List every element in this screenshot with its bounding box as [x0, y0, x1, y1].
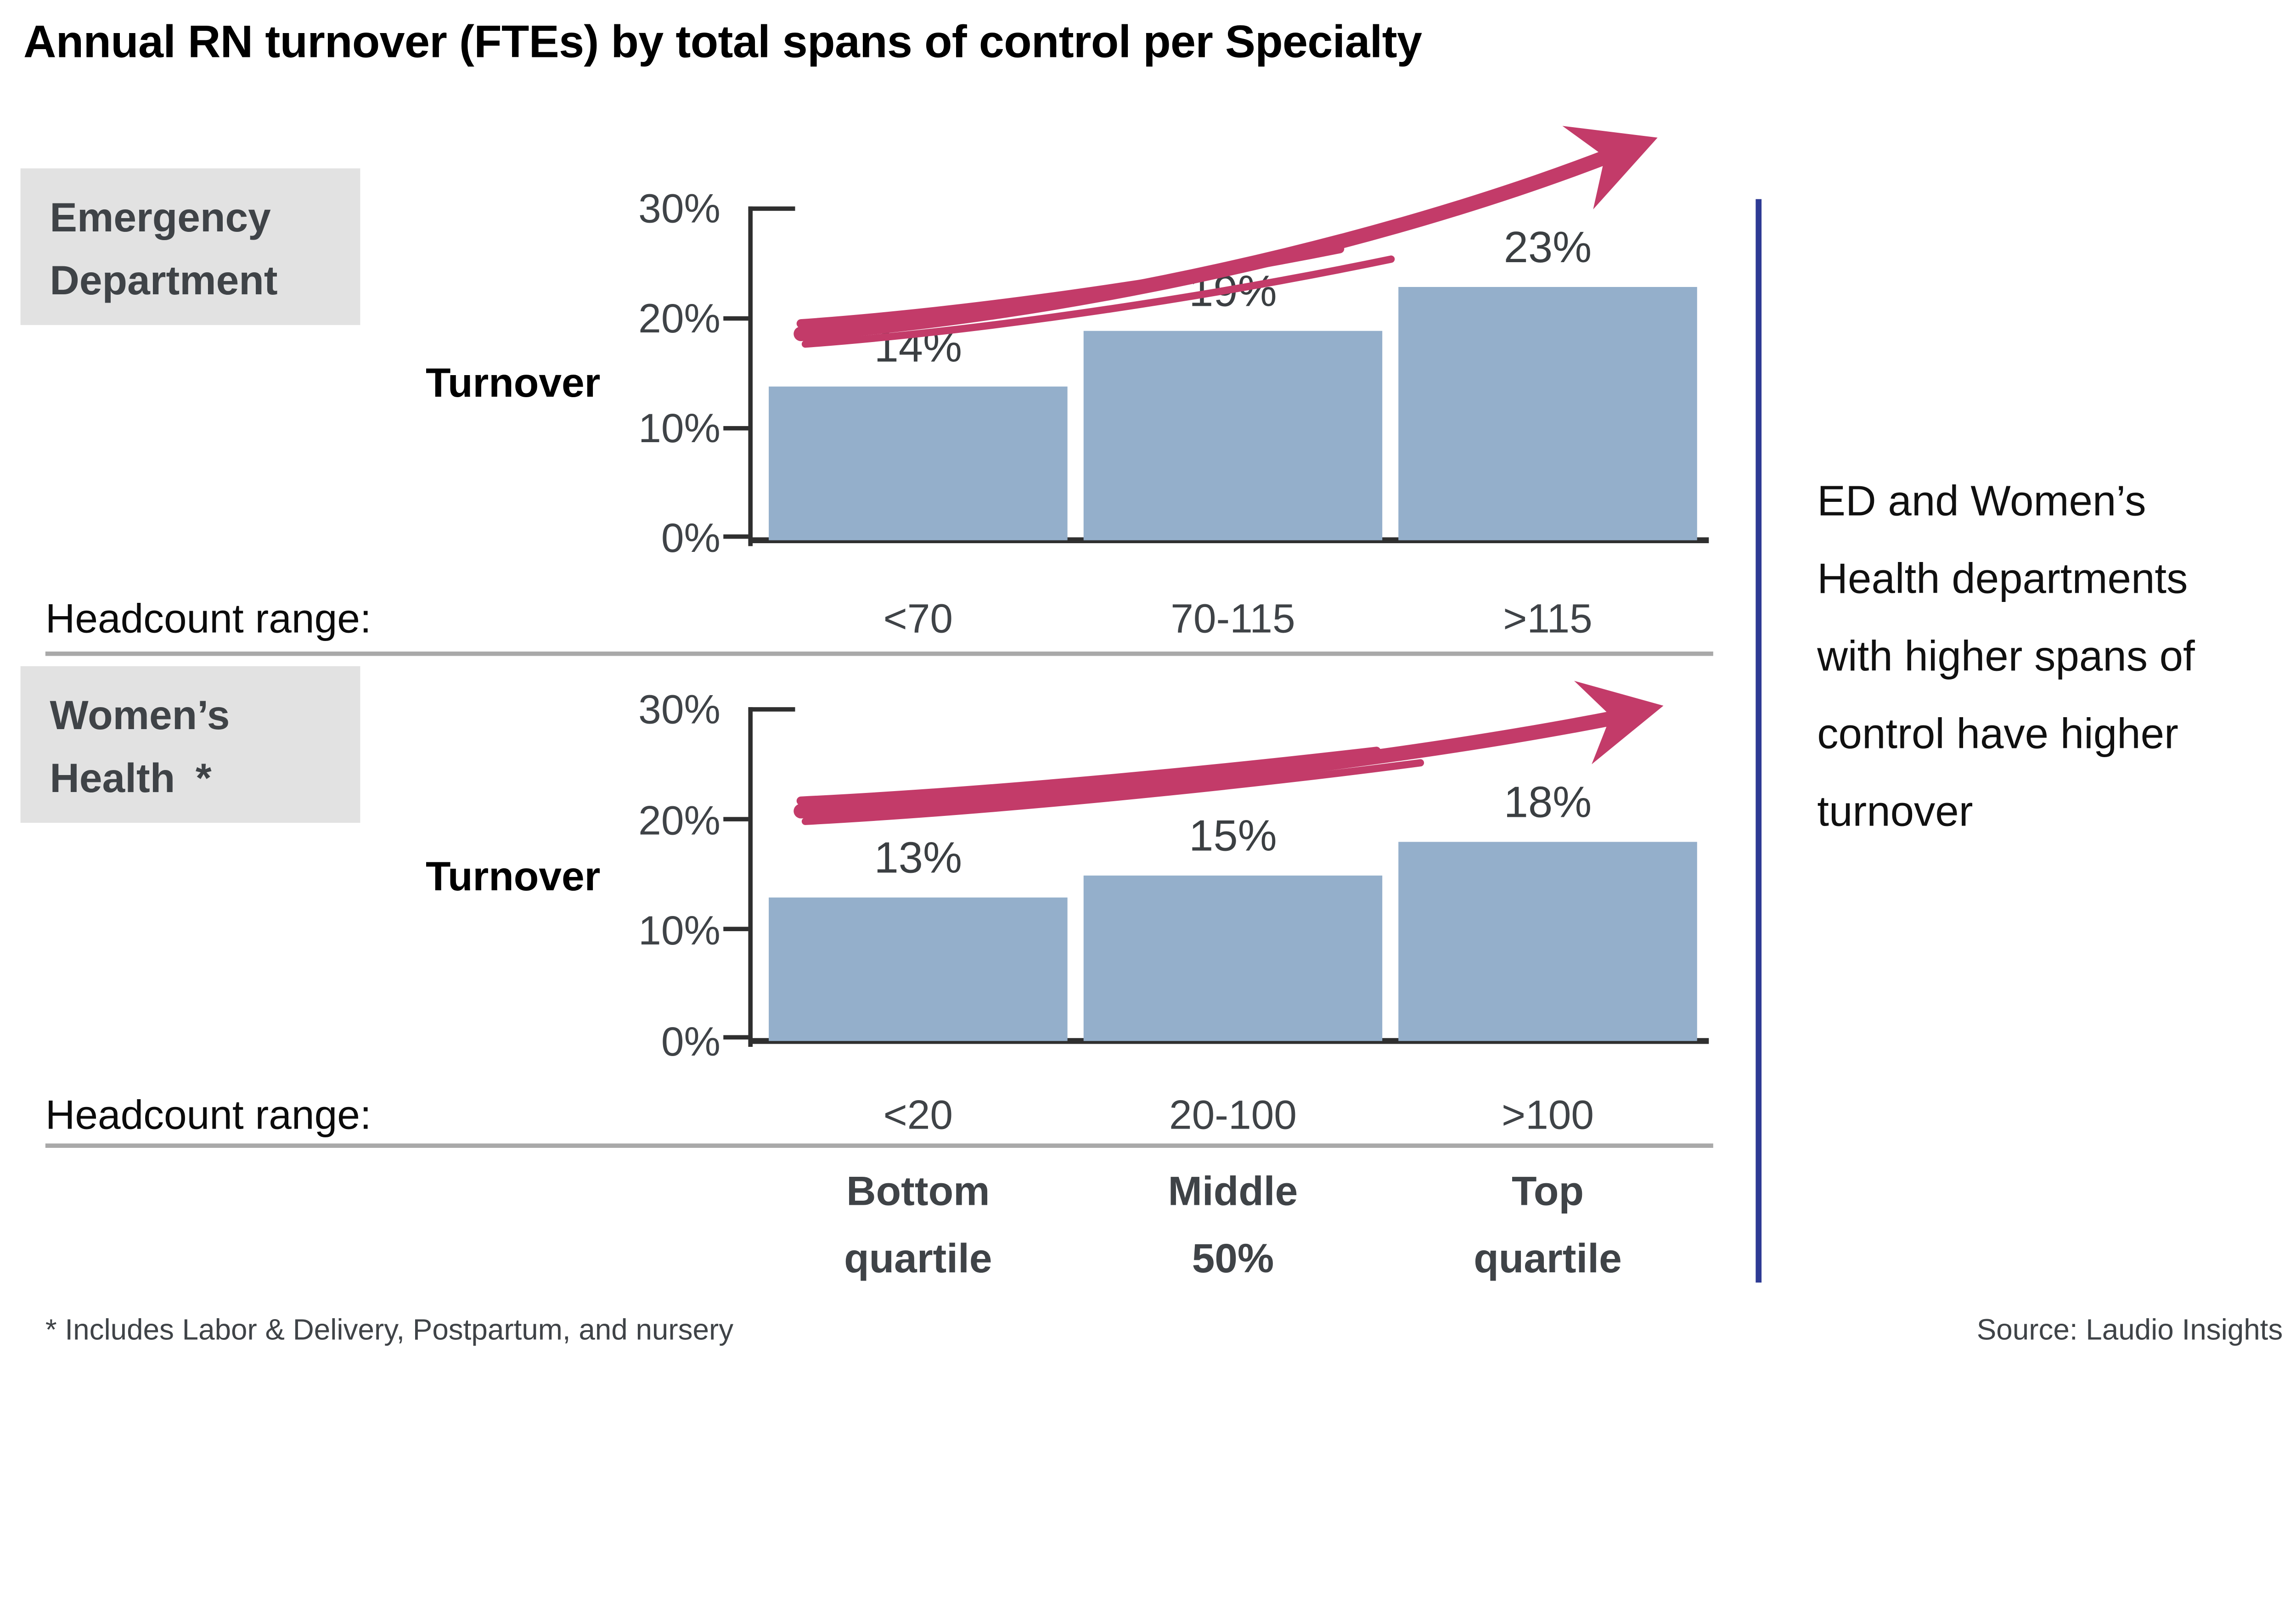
- y-tick-label: 0%: [661, 1019, 720, 1065]
- y-axis-tick: [723, 426, 748, 431]
- bar-value-label: 18%: [1503, 779, 1592, 828]
- quartile-label-line: Top: [1512, 1168, 1584, 1214]
- quartile-label-line: quartile: [844, 1236, 992, 1281]
- y-axis-tick: [723, 316, 748, 321]
- bar: [769, 897, 1068, 1041]
- quartile-label-row: Bottom quartile Middle 50% Top quartile: [748, 1158, 1709, 1292]
- y-axis-tick: [723, 817, 748, 821]
- bar-value-label: 15%: [1189, 812, 1277, 861]
- section-label-line: Women’s: [50, 692, 230, 738]
- x-tick-row: <70 70-115 >115: [748, 596, 1709, 643]
- bar: [1083, 331, 1383, 540]
- x-tick-row: <20 20-100 >100: [748, 1092, 1709, 1139]
- x-tick-label: >115: [1503, 596, 1593, 641]
- x-axis-title: Headcount range:: [45, 1092, 371, 1138]
- note-line-text: ED and Women’s: [1817, 478, 2146, 526]
- note-accent-line: [1756, 199, 1762, 1283]
- x-tick-label: <70: [883, 596, 953, 641]
- bar-slot: 18%: [1398, 710, 1697, 1041]
- section-label-emergency-department: Emergency Department: [20, 168, 360, 325]
- note-line-text: with higher spans of: [1817, 634, 2195, 681]
- y-tick-label: 20%: [638, 798, 720, 843]
- bar-slot: 19%: [1083, 209, 1383, 540]
- section-divider: [45, 1143, 1713, 1148]
- y-tick-label: 10%: [638, 908, 720, 953]
- bar-value-label: 13%: [874, 834, 962, 883]
- bar-slot: 23%: [1398, 209, 1697, 540]
- y-tick-label: 30%: [638, 686, 720, 732]
- note-line-text: control have higher: [1817, 711, 2178, 759]
- x-tick-label: 20-100: [1169, 1092, 1297, 1138]
- y-axis-top-cap: [748, 707, 795, 712]
- bar-plot-emergency: 14% 19% 23%: [748, 209, 1709, 540]
- quartile-label-line: quartile: [1474, 1236, 1622, 1281]
- section-divider: [45, 652, 1713, 656]
- page-title: Annual RN turnover (FTEs) by total spans…: [23, 16, 1422, 67]
- bar-slot: 13%: [769, 710, 1068, 1041]
- bar-value-label: 23%: [1503, 224, 1592, 272]
- x-tick-label: <20: [883, 1092, 953, 1138]
- y-axis-title-turnover: Turnover: [426, 360, 601, 406]
- y-axis-top-cap: [748, 206, 795, 211]
- y-axis-line: [748, 707, 753, 1047]
- x-axis-title: Headcount range:: [45, 596, 371, 641]
- y-tick-label: 20%: [638, 296, 720, 341]
- quartile-label-middle: Middle 50%: [1084, 1158, 1383, 1292]
- bar: [769, 386, 1068, 540]
- slide-chart-page: Annual RN turnover (FTEs) by total spans…: [20, 16, 2289, 1347]
- footnote: * Includes Labor & Delivery, Postpartum,…: [45, 1315, 734, 1347]
- bar-slot: 15%: [1083, 710, 1383, 1041]
- y-axis-tick: [723, 534, 748, 539]
- section-label-line: Department: [50, 258, 278, 303]
- section-label-line: Emergency: [50, 195, 271, 240]
- quartile-label-line: Bottom: [846, 1168, 990, 1214]
- bar: [1398, 287, 1697, 540]
- section-label-line: Health *: [50, 755, 212, 801]
- y-tick-label: 0%: [661, 515, 720, 561]
- y-axis-line: [748, 206, 753, 546]
- y-tick-label: 10%: [638, 405, 720, 451]
- bar: [1398, 842, 1697, 1041]
- section-label-womens-health: Women’s Health *: [20, 666, 360, 823]
- quartile-label-line: 50%: [1192, 1236, 1274, 1281]
- y-tick-label: 30%: [638, 185, 720, 231]
- note-line-text: Health departments: [1817, 556, 2188, 603]
- y-axis-title-turnover: Turnover: [426, 854, 601, 899]
- bar-plot-womens-health: 13% 15% 18%: [748, 710, 1709, 1041]
- key-takeaway-note: ED and Women’s Health departments with h…: [1817, 464, 2289, 852]
- quartile-label-top: Top quartile: [1398, 1158, 1697, 1292]
- quartile-label-bottom: Bottom quartile: [769, 1158, 1068, 1292]
- x-tick-label: >100: [1501, 1092, 1594, 1138]
- bar: [1083, 875, 1383, 1041]
- source-credit: Source: Laudio Insights: [1976, 1315, 2283, 1347]
- y-axis-tick: [723, 1035, 748, 1040]
- note-line-text: turnover: [1817, 789, 1973, 836]
- trend-arrow-up: [793, 126, 1658, 348]
- quartile-label-line: Middle: [1168, 1168, 1298, 1214]
- x-tick-label: 70-115: [1171, 596, 1295, 641]
- y-axis-tick: [723, 927, 748, 932]
- trend-arrow-up: [793, 680, 1664, 825]
